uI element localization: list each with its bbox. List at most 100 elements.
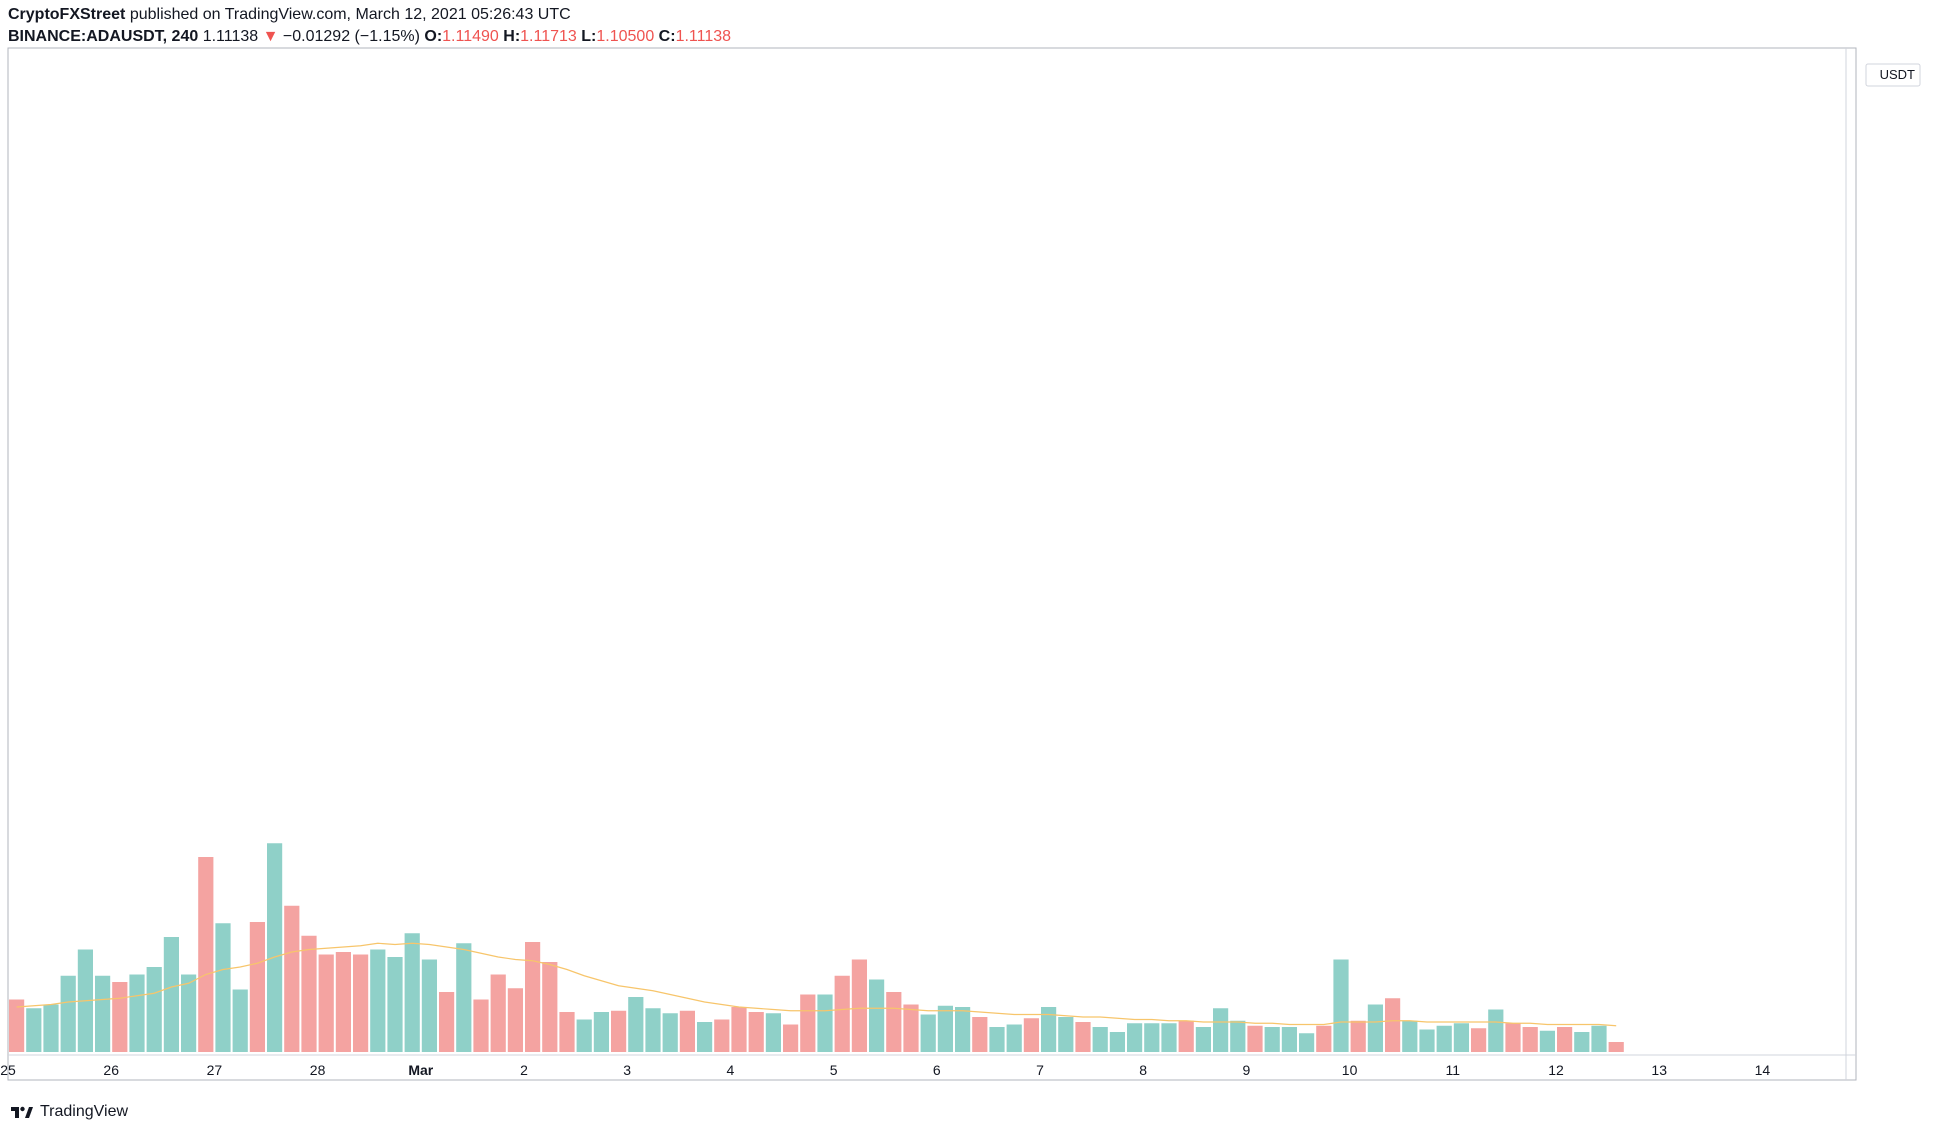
volume-bar: [972, 1017, 988, 1052]
volume-bar: [886, 992, 902, 1052]
volume-bar: [748, 1012, 764, 1052]
volume-bar: [129, 974, 145, 1052]
publisher-name[interactable]: CryptoFXStreet: [8, 6, 126, 23]
volume-bar: [1127, 1023, 1143, 1052]
volume-bar: [937, 1005, 953, 1052]
volume-bar: [181, 974, 197, 1052]
currency-label-box: [1865, 63, 1921, 87]
volume-bar: [1436, 1025, 1452, 1052]
volume-bar: [714, 1019, 730, 1052]
volume-bar: [1213, 1008, 1229, 1052]
volume-bar: [232, 989, 248, 1052]
volume-bar: [1488, 1009, 1504, 1052]
volume-bar: [1367, 1004, 1383, 1052]
chart-title-line: CryptoFXStreet published on TradingView.…: [8, 6, 571, 24]
x-tick-label: 11: [1446, 1062, 1461, 1078]
low-label: L:: [581, 28, 597, 45]
low-value: 1.10500: [596, 28, 655, 45]
volume-bar: [903, 1004, 919, 1052]
volume-bar: [1230, 1020, 1246, 1052]
volume-bar: [421, 959, 437, 1052]
high-value: 1.11713: [520, 28, 577, 45]
volume-bar: [267, 843, 283, 1052]
x-tick-label: 25: [0, 1062, 16, 1078]
volume-bar: [301, 935, 317, 1052]
volume-bar: [1539, 1030, 1555, 1052]
volume-bar: [697, 1022, 713, 1052]
x-tick-label: 4: [727, 1062, 735, 1078]
volume-bar: [146, 967, 162, 1052]
volume-bar: [1557, 1027, 1573, 1052]
volume-bar: [1161, 1023, 1177, 1052]
x-tick-label: 12: [1548, 1062, 1564, 1078]
x-tick-label: 13: [1651, 1062, 1667, 1078]
volume-bar: [473, 999, 489, 1052]
volume-bar: [920, 1014, 936, 1052]
last-price-label: 1.11138: [202, 28, 259, 45]
volume-bar: [439, 992, 455, 1052]
volume-bar: [95, 975, 111, 1052]
volume-bar: [765, 1013, 781, 1052]
ohlc-legend: BINANCE:ADAUSDT, 240 1.11138 ▼ −0.01292 …: [8, 28, 731, 46]
price-change-label: −0.01292 (−1.15%): [282, 28, 420, 45]
volume-bar: [1006, 1024, 1022, 1052]
volume-bar: [43, 1004, 59, 1052]
volume-bar: [955, 1007, 971, 1052]
currency-label: USDT: [1880, 67, 1915, 82]
volume-bar: [1023, 1018, 1039, 1052]
x-tick-label: Mar: [408, 1062, 433, 1078]
volume-bar: [1144, 1023, 1160, 1052]
tradingview-logo-icon: [11, 1106, 33, 1118]
volume-bar: [628, 997, 644, 1052]
volume-bar: [662, 1013, 678, 1052]
volume-bar: [490, 974, 506, 1052]
volume-bar: [249, 922, 265, 1052]
volume-bar: [9, 999, 25, 1052]
volume-bar: [800, 994, 816, 1052]
symbol-label[interactable]: BINANCE:ADAUSDT, 240: [8, 28, 199, 45]
volume-bar: [404, 933, 420, 1052]
volume-bar: [851, 959, 867, 1052]
volume-bar: [387, 957, 403, 1052]
x-tick-label: 26: [103, 1062, 119, 1078]
close-value: 1.11138: [675, 28, 732, 45]
volume-bar: [353, 954, 369, 1052]
volume-bar: [456, 943, 472, 1052]
x-tick-label: 9: [1243, 1062, 1251, 1078]
volume-ma-line: [16, 942, 1617, 1027]
volume-bar: [198, 857, 214, 1052]
volume-bar: [645, 1008, 661, 1052]
close-label: C:: [658, 28, 676, 45]
x-tick-label: 10: [1342, 1062, 1358, 1078]
x-tick-label: 2: [520, 1062, 528, 1078]
published-text: published on TradingView.com, March 12, …: [129, 6, 571, 23]
x-tick-label: 7: [1036, 1062, 1044, 1078]
tradingview-logo[interactable]: TradingView: [10, 1103, 128, 1121]
volume-bar: [1471, 1028, 1487, 1052]
volume-bar: [1385, 998, 1401, 1052]
volume-bar: [318, 954, 334, 1052]
volume-bar: [1350, 1020, 1366, 1052]
x-tick-label: 6: [933, 1062, 941, 1078]
volume-bar: [869, 979, 885, 1052]
x-tick-label: 3: [623, 1062, 631, 1078]
volume-bar: [1178, 1020, 1194, 1052]
volume-bar: [783, 1024, 799, 1052]
volume-bar: [559, 1012, 575, 1052]
chart-frame: [7, 47, 1857, 1081]
volume-bar: [1608, 1042, 1624, 1052]
volume-bar: [1247, 1025, 1263, 1052]
volume-bar: [593, 1012, 609, 1052]
volume-bar: [1522, 1027, 1538, 1052]
open-label: O:: [424, 28, 443, 45]
volume-bar: [26, 1008, 42, 1052]
volume-bar: [1109, 1032, 1125, 1052]
volume-bar: [989, 1027, 1005, 1052]
volume-bar: [1505, 1023, 1521, 1052]
volume-bar: [1419, 1029, 1435, 1052]
x-tick-label: 5: [830, 1062, 838, 1078]
volume-bar: [215, 923, 231, 1052]
volume-bar: [542, 962, 558, 1052]
x-tick-label: 8: [1139, 1062, 1147, 1078]
